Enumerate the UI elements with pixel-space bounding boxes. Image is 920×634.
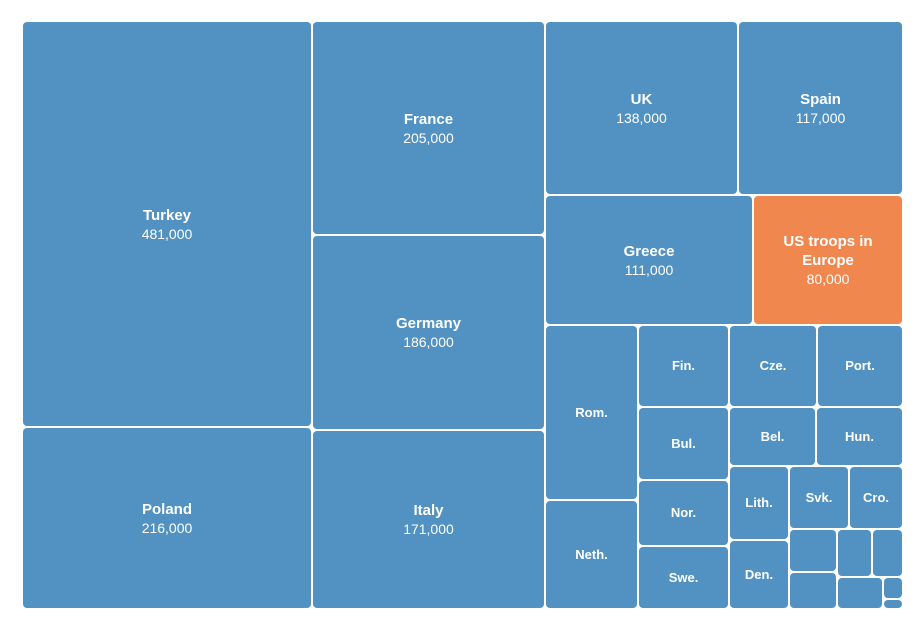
- tile-lith: Lith.: [730, 467, 788, 539]
- tile-unlabeled-27: [838, 578, 882, 608]
- tile-swe: Swe.: [639, 547, 728, 608]
- tile-uk: UK 138,000: [546, 22, 737, 194]
- tile-label: Cro.: [863, 489, 889, 505]
- tile-value: 481,000: [141, 225, 193, 242]
- tile-value: 117,000: [795, 109, 846, 126]
- tile-value: 216,000: [141, 519, 193, 536]
- tile-label: Swe.: [668, 569, 699, 585]
- tile-neth: Neth.: [546, 501, 637, 608]
- tile-label: Germany: [395, 315, 462, 332]
- tile-value: 80,000: [806, 271, 850, 287]
- tile-label: Poland: [141, 500, 192, 518]
- tile-nor: Nor.: [639, 481, 728, 545]
- tile-unlabeled-23: [790, 530, 836, 571]
- tile-spain: Spain 117,000: [739, 22, 902, 194]
- tile-label: Cze.: [759, 358, 787, 373]
- tile-label: Bul.: [671, 435, 696, 451]
- tile-greece: Greece 111,000: [546, 196, 752, 324]
- tile-label: Rom.: [575, 404, 608, 420]
- tile-label: Lith.: [745, 495, 773, 510]
- tile-value: 205,000: [403, 129, 454, 146]
- tile-fin: Fin.: [639, 326, 728, 406]
- tile-label: Hun.: [845, 428, 874, 444]
- tile-value: 138,000: [616, 109, 667, 126]
- tile-label: Svk.: [805, 489, 833, 505]
- tile-value: 171,000: [403, 521, 454, 537]
- tile-port: Port.: [818, 326, 902, 406]
- tile-label: Italy: [413, 502, 444, 519]
- tile-rom: Rom.: [546, 326, 637, 499]
- tile-label: France: [403, 110, 454, 128]
- tile-bul: Bul.: [639, 408, 728, 479]
- tile-italy: Italy 171,000: [313, 431, 544, 608]
- tile-value: 111,000: [624, 261, 674, 278]
- tile-bel: Bel.: [730, 408, 815, 465]
- tile-label: Neth.: [575, 546, 608, 562]
- tile-label: US troops in Europe: [783, 233, 873, 269]
- tile-germany: Germany 186,000: [313, 236, 544, 429]
- tile-unlabeled-28: [884, 578, 902, 598]
- tile-unlabeled-24: [838, 530, 871, 576]
- tile-label: Turkey: [142, 206, 192, 224]
- tile-unlabeled-26: [790, 573, 836, 608]
- tile-turkey: Turkey 481,000: [23, 22, 311, 426]
- tile-label: UK: [630, 90, 653, 108]
- tile-value: 186,000: [403, 334, 454, 350]
- tile-poland: Poland 216,000: [23, 428, 311, 608]
- tile-label: Spain: [800, 90, 841, 108]
- tile-svk: Svk.: [790, 467, 848, 528]
- tile-cze: Cze.: [730, 326, 816, 406]
- tile-france: France 205,000: [313, 22, 544, 234]
- tile-label: Bel.: [760, 428, 785, 444]
- tile-unlabeled-29: [884, 600, 902, 608]
- tile-cro: Cro.: [850, 467, 902, 528]
- tile-label: Nor.: [670, 505, 697, 520]
- tile-den: Den.: [730, 541, 788, 608]
- tile-hun: Hun.: [817, 408, 902, 465]
- tile-label: Port.: [845, 358, 875, 373]
- tile-unlabeled-25: [873, 530, 902, 576]
- tile-label: Den.: [744, 566, 774, 582]
- tile-label: Fin.: [671, 358, 696, 373]
- tile-label: Greece: [623, 242, 675, 260]
- tile-us-troops-in-europe: US troops in Europe 80,000: [754, 196, 902, 324]
